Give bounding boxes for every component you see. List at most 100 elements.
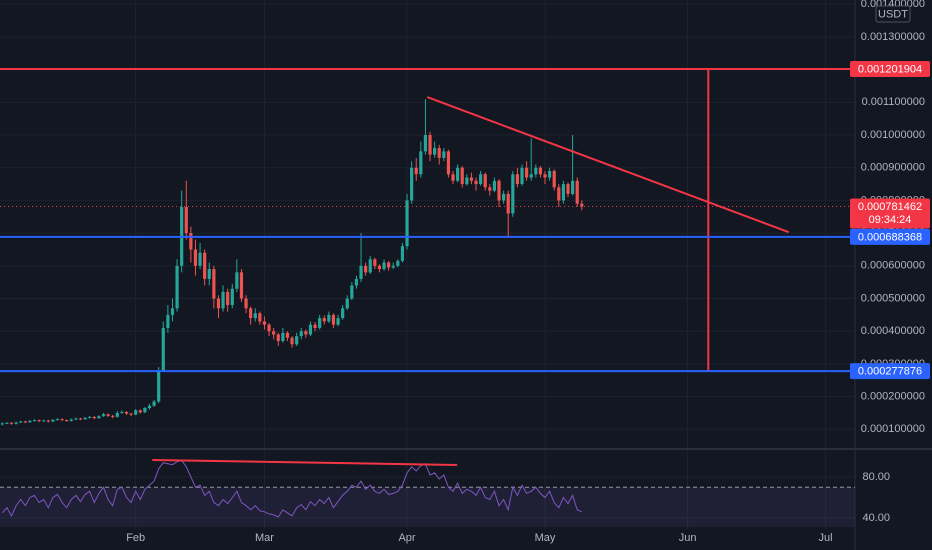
candle-body [492,180,497,191]
level-badge [850,363,930,380]
candle-body [304,331,308,335]
candle-body [322,318,326,322]
candle-body [525,167,529,178]
candle-body [124,411,129,414]
level-label: 0.001201904 [858,63,922,75]
badges: 0.001201904 0.000688368 0.000277876 0.00078… [850,61,930,380]
candle-body [276,334,280,342]
candle-body [51,419,55,422]
candle-body [106,414,110,416]
candle-body [74,418,78,420]
candle-body [207,269,211,279]
candle-body [32,420,37,422]
candle-body [377,265,382,270]
candle-body [230,288,234,306]
trendline [426,96,790,234]
candle-body [534,167,538,175]
candle-body [571,180,575,194]
candle-body [469,177,474,181]
candle-body [111,415,115,417]
candle-body [580,203,584,207]
candle-body [465,177,469,185]
candle-body [437,148,441,158]
candle-body [101,414,106,417]
candle-body [69,419,73,421]
candle-body [290,337,294,345]
y-tick-label: 0.000900000 [861,162,925,174]
y-tick-label: 0.001000000 [861,129,925,141]
x-tick-label: Jun [679,532,697,544]
candle-body [331,314,336,325]
candle-body [88,416,92,418]
candle-body [193,249,198,266]
candle-body [557,187,561,201]
currency-badge [875,5,911,23]
candle-body [345,298,349,309]
candle-body [460,167,464,185]
candle-body [46,420,50,422]
candle-body [65,420,69,422]
candle-body [166,314,170,328]
candle-body [341,308,345,319]
candle-body [9,422,14,424]
plot [0,68,855,527]
candle-body [60,419,64,421]
candle-body [483,174,487,188]
candle-body [520,167,524,185]
candle-body [433,148,437,155]
candle-body [184,206,188,234]
candle-body [221,291,225,309]
candle-body [502,193,506,201]
candle-body [400,246,405,261]
x-tick-label: May [535,532,556,544]
candle-body [410,167,414,201]
candle-body [244,298,248,309]
candle-body [543,174,547,178]
candle-body [364,265,368,273]
candle-body [350,285,354,299]
last-price-label: 0.000781462 [858,201,922,213]
candle-body [336,318,340,325]
candle-body [203,252,207,279]
candle-body [37,420,41,422]
candle-body [92,416,96,419]
x-tick-label: Feb [126,532,145,544]
y-tick-label: 0.000500000 [861,292,925,304]
candle-body [575,180,579,204]
candle-body [419,151,423,175]
candle-body [299,331,303,337]
candle-body [552,170,556,188]
candle-body [143,408,147,413]
candle-body [253,313,257,319]
candle-body [368,259,372,273]
candle-body [0,423,4,425]
candle-body [566,184,570,194]
candle-body [497,180,501,201]
candle-body [152,401,156,406]
y-tick-label: 0.000200000 [861,391,925,403]
candle-body [235,272,239,289]
candle-body [14,422,18,424]
candle-body [387,262,391,268]
candle-body [272,331,276,335]
candle-body [308,324,313,335]
y-tick-label: 0.001100000 [862,96,925,108]
candle-body [446,151,451,175]
candle-body [138,410,142,413]
candle-body [511,174,515,214]
candle-body [391,265,395,268]
level-badge [850,228,930,245]
candle-body [83,417,87,420]
x-tick-label: Jul [819,532,833,544]
candle-body [561,184,566,201]
candle-body [134,410,138,415]
candle-body [313,324,317,328]
candle-body [474,180,478,185]
candle-body [281,332,285,342]
candle-body [170,308,175,315]
candle-body [19,421,23,423]
candle-body [414,167,418,175]
candle-body [161,327,165,371]
